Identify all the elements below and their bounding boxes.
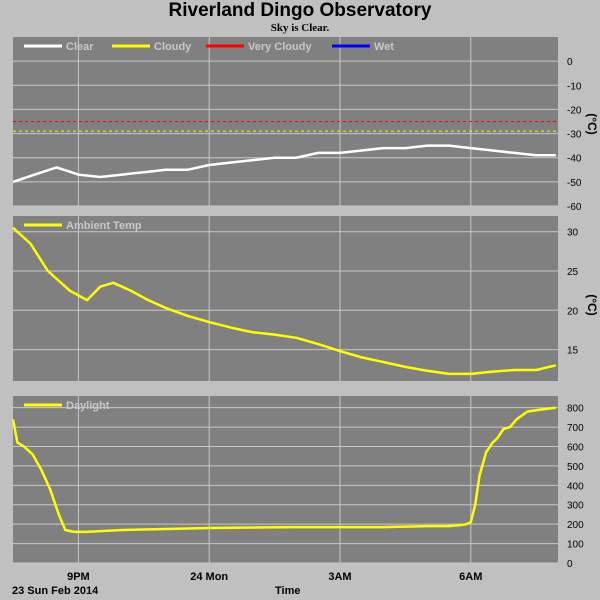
y-tick-label: 0 bbox=[567, 559, 573, 570]
legend-label: Wet bbox=[374, 41, 394, 53]
daylight-panel: Daylight 800 700 600 500 400 300 200 100 0 bbox=[11, 396, 584, 570]
x-tick-label: 6AM bbox=[459, 571, 482, 583]
y-tick-label: 25 bbox=[567, 267, 579, 278]
date-label: 23 Sun Feb 2014 bbox=[12, 585, 99, 597]
ambient-legend: Ambient Temp bbox=[24, 220, 142, 232]
y-tick-label: -20 bbox=[567, 105, 582, 116]
legend-label: Ambient Temp bbox=[66, 220, 142, 232]
sky-series bbox=[12, 144, 556, 184]
series-line bbox=[12, 226, 557, 376]
daylight-y-ticks: 800 700 600 500 400 300 200 100 0 bbox=[567, 404, 584, 570]
daylight-grid bbox=[13, 396, 558, 564]
daylight-legend: Daylight bbox=[24, 400, 110, 412]
y-tick-label: 200 bbox=[567, 520, 584, 531]
sky-legend: Clear Cloudy Very Cloudy Wet bbox=[24, 41, 394, 53]
ambient-series bbox=[12, 226, 557, 376]
sky-y-ticks: 0 -10 -20 -30 -40 -50 -60 bbox=[567, 57, 582, 213]
x-tick-label: 24 Mon bbox=[190, 571, 228, 583]
y-tick-label: -10 bbox=[567, 81, 582, 92]
y-tick-label: -40 bbox=[567, 154, 582, 165]
y-tick-label: 0 bbox=[567, 57, 573, 68]
legend-label: Very Cloudy bbox=[248, 41, 312, 53]
y-tick-label: 100 bbox=[567, 540, 584, 551]
sky-panel: Clear Cloudy Very Cloudy Wet 0 -10 -20 -30 -40 -… bbox=[12, 37, 599, 213]
y-tick-label: 30 bbox=[567, 228, 579, 239]
ambient-plot-area bbox=[13, 216, 558, 381]
y-tick-label: 500 bbox=[567, 462, 584, 473]
daylight-series bbox=[11, 406, 556, 534]
y-tick-label: -30 bbox=[567, 130, 582, 141]
x-axis-title: Time bbox=[275, 585, 301, 597]
sky-status-subtitle: Sky is Clear. bbox=[270, 22, 330, 34]
x-tick-label: 9PM bbox=[67, 571, 90, 583]
sky-y-axis-label: (°C) bbox=[585, 113, 599, 134]
legend-label: Daylight bbox=[66, 400, 110, 412]
y-tick-label: 20 bbox=[567, 306, 579, 317]
y-tick-label: 400 bbox=[567, 481, 584, 492]
ambient-grid bbox=[13, 216, 558, 381]
series-line bbox=[11, 406, 556, 534]
x-tick-label: 3AM bbox=[328, 571, 351, 583]
legend-label: Clear bbox=[66, 41, 94, 53]
ambient-y-ticks: 30 25 20 15 bbox=[567, 228, 579, 357]
time-x-ticks: 9PM 24 Mon 3AM 6AM bbox=[67, 571, 482, 583]
sky-grid bbox=[13, 37, 558, 207]
y-tick-label: 300 bbox=[567, 501, 584, 512]
daylight-plot-area bbox=[13, 396, 558, 563]
series-line bbox=[12, 144, 556, 184]
y-tick-label: -60 bbox=[567, 202, 582, 213]
y-tick-label: -50 bbox=[567, 178, 582, 189]
sky-thresholds bbox=[13, 121, 558, 132]
y-tick-label: 700 bbox=[567, 423, 584, 434]
y-tick-label: 800 bbox=[567, 404, 584, 415]
page-title: Riverland Dingo Observatory bbox=[168, 0, 432, 21]
legend-label: Cloudy bbox=[154, 41, 192, 53]
ambient-panel: Ambient Temp 30 25 20 15 (°C) bbox=[12, 216, 599, 381]
ambient-y-axis-label: (°C) bbox=[585, 294, 599, 315]
y-tick-label: 600 bbox=[567, 442, 584, 453]
y-tick-label: 15 bbox=[567, 346, 579, 357]
